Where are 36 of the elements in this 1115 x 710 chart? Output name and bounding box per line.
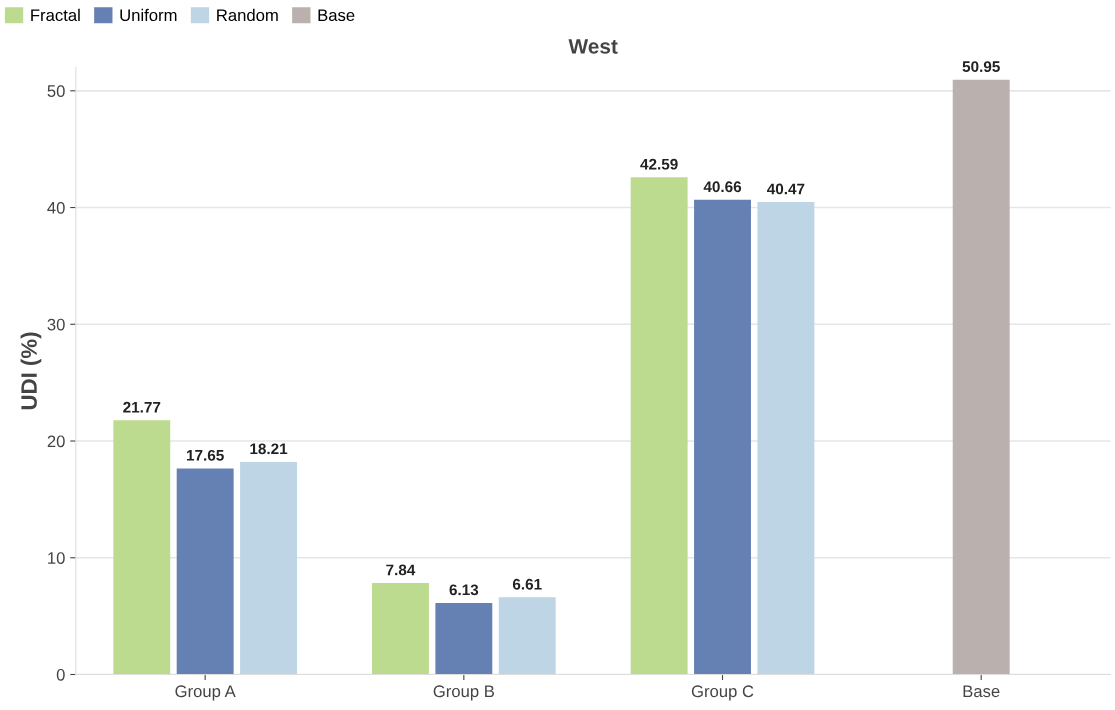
x-tick-label: Group A xyxy=(175,685,236,701)
bar xyxy=(498,597,556,675)
data-label: 40.66 xyxy=(703,181,742,193)
bar xyxy=(952,79,1010,675)
legend-label: Random xyxy=(217,8,278,22)
x-tick-label: Group C xyxy=(691,685,754,701)
data-label: 42.59 xyxy=(640,158,678,170)
data-label: 50.95 xyxy=(962,61,1000,73)
y-axis-title: UDI (%) xyxy=(20,332,42,410)
legend-label: Base xyxy=(318,9,355,22)
bar xyxy=(630,177,688,675)
bar xyxy=(240,461,297,675)
x-tick-label: Group B xyxy=(433,685,494,701)
y-tick-label: 20 xyxy=(47,435,65,448)
x-tick-label: Base xyxy=(963,685,1000,698)
data-label: 40.47 xyxy=(767,183,805,195)
y-tick-label: 40 xyxy=(47,201,65,214)
chart-title: West xyxy=(568,39,618,54)
bar xyxy=(435,602,493,675)
bar xyxy=(694,199,751,675)
bar xyxy=(176,468,234,675)
data-label: 6.61 xyxy=(512,578,542,590)
data-label: 6.13 xyxy=(449,584,479,596)
legend-label: Uniform xyxy=(120,8,177,22)
y-tick-label: 0 xyxy=(56,668,65,681)
y-tick-label: 10 xyxy=(48,552,65,564)
data-label: 21.77 xyxy=(123,401,161,413)
bar xyxy=(757,202,815,675)
bar xyxy=(372,582,429,675)
bar xyxy=(113,420,171,675)
data-label: 17.65 xyxy=(187,449,224,461)
y-tick-label: 50 xyxy=(47,85,65,97)
legend-label: Fractal xyxy=(31,8,80,22)
y-tick-label: 30 xyxy=(47,318,65,331)
data-label: 18.21 xyxy=(250,443,288,455)
data-label: 7.84 xyxy=(386,564,416,576)
